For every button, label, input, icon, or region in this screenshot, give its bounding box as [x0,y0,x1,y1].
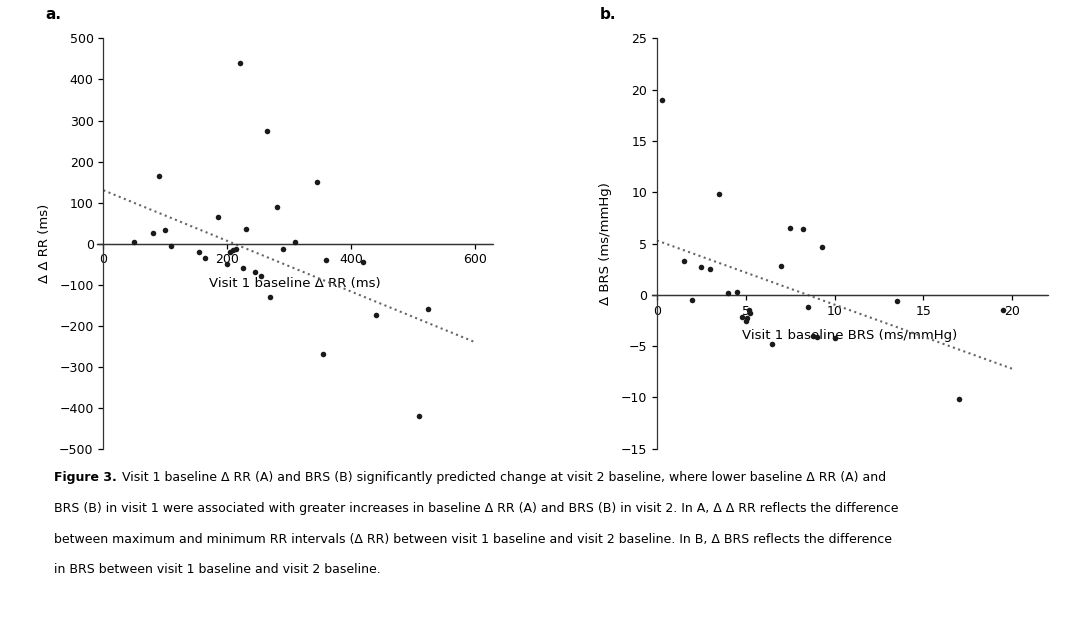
Point [157,226,174,236]
Point [145,228,162,238]
Text: b.: b. [600,7,617,22]
Point [268,201,285,212]
Point [742,308,759,319]
Text: a.: a. [45,7,62,22]
Point [410,411,428,421]
Point [308,177,325,187]
Point [653,95,671,105]
Point [286,237,303,247]
Point [733,312,751,322]
Point [799,302,816,312]
Point [772,261,789,271]
Point [813,242,831,252]
Point [728,287,745,297]
Text: in BRS between visit 1 baseline and visit 2 baseline.: in BRS between visit 1 baseline and visi… [54,563,381,576]
Point [210,212,227,222]
Point [684,295,701,305]
Point [354,257,372,267]
Point [150,171,167,181]
Point [221,247,239,257]
Text: Figure 3.: Figure 3. [54,471,117,484]
Point [702,264,719,274]
Point [675,256,692,266]
Point [274,244,292,254]
X-axis label: Visit 1 baseline Δ RR (ms): Visit 1 baseline Δ RR (ms) [210,278,381,290]
Point [739,313,756,324]
Point [125,237,143,247]
Point [995,305,1012,315]
Text: Visit 1 baseline Δ RR (A) and BRS (B) significantly predicted change at visit 2 : Visit 1 baseline Δ RR (A) and BRS (B) si… [118,471,886,484]
Point [197,253,214,263]
Point [318,255,335,265]
Point [367,310,384,320]
Point [692,262,710,272]
Point [191,247,208,257]
Y-axis label: Δ BRS (ms/mmHg): Δ BRS (ms/mmHg) [599,182,612,305]
Point [805,331,822,341]
Point [225,245,242,255]
X-axis label: Visit 1 baseline BRS (ms/mmHg): Visit 1 baseline BRS (ms/mmHg) [742,329,957,342]
Point [826,333,843,343]
Point [794,224,811,235]
Point [261,292,279,302]
Point [228,244,245,254]
Point [737,315,754,326]
Point [782,222,799,233]
Point [888,296,905,306]
Point [163,240,180,251]
Point [808,332,825,342]
Point [741,305,758,315]
Point [950,394,968,404]
Point [234,263,252,273]
Text: between maximum and minimum RR intervals (Δ RR) between visit 1 baseline and vis: between maximum and minimum RR intervals… [54,533,892,545]
Point [246,267,264,278]
Point [218,259,235,269]
Point [253,271,270,281]
Point [764,339,781,349]
Point [259,126,276,136]
Point [719,288,737,299]
Point [420,304,437,314]
Point [711,189,728,199]
Text: BRS (B) in visit 1 were associated with greater increases in baseline Δ RR (A) a: BRS (B) in visit 1 were associated with … [54,502,899,515]
Point [314,349,332,360]
Point [231,58,248,68]
Point [238,224,255,235]
Y-axis label: Δ Δ RR (ms): Δ Δ RR (ms) [38,204,51,283]
